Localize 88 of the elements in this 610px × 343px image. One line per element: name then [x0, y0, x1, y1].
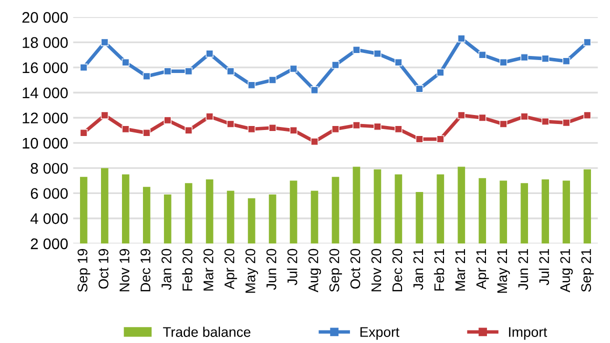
point [416, 85, 424, 93]
point [583, 38, 592, 46]
point [332, 125, 340, 133]
point [542, 54, 550, 62]
point [478, 51, 486, 59]
y-tick-label: 2 000 [30, 238, 68, 250]
x-tick-label: Feb 21 [434, 249, 444, 290]
point [416, 135, 424, 143]
x-tick-label: Aug 20 [308, 248, 321, 292]
point [184, 67, 192, 76]
point [352, 46, 360, 54]
point [520, 112, 528, 120]
x-tick-label: Jul 20 [287, 248, 298, 286]
y-tick-label: 10 000 [22, 138, 68, 149]
point [374, 50, 382, 58]
point [310, 86, 318, 94]
point [290, 64, 298, 73]
point [458, 34, 466, 42]
point [394, 125, 402, 133]
x-tick-label: Apr 21 [476, 249, 489, 290]
x-tick-label: Oct 20 [350, 248, 360, 289]
x-tick-label: Dec 19 [140, 249, 150, 292]
x-tick-label: Sep 19 [78, 249, 90, 292]
point [164, 67, 172, 76]
point [268, 124, 276, 132]
x-tick-label: Jun 20 [266, 248, 276, 290]
x-tick-label: Aug 21 [560, 249, 573, 292]
point [562, 118, 570, 127]
y-tick-label: 18 000 [22, 37, 68, 48]
point [520, 54, 528, 62]
point [248, 81, 256, 89]
y-tick-label: 14 000 [22, 87, 68, 98]
legend-label: Trade balance [163, 326, 250, 337]
x-tick-label: Sep 21 [581, 249, 594, 292]
point [122, 125, 130, 133]
point [122, 58, 130, 66]
point [562, 57, 570, 65]
point [226, 120, 234, 128]
point [248, 125, 256, 133]
point [352, 121, 360, 130]
point [142, 129, 150, 137]
point [184, 126, 192, 134]
point [542, 118, 550, 126]
x-tick-label: Feb 20 [182, 248, 192, 290]
x-tick-label: Oct 19 [98, 249, 108, 289]
x-tick-label: Dec 20 [392, 248, 402, 292]
x-tick-label: Mar 20 [203, 248, 214, 290]
point [332, 61, 340, 69]
x-tick-label: Mar 21 [455, 249, 466, 290]
x-tick-label: Jan 20 [162, 248, 172, 290]
x-tick-label: May 21 [497, 249, 510, 293]
point [226, 67, 234, 76]
x-tick-label: Apr 20 [224, 248, 238, 290]
x-tick-label: Jul 21 [538, 249, 550, 286]
point [290, 126, 298, 134]
point [458, 111, 466, 120]
y-tick-label: 4 000 [30, 213, 68, 224]
point [268, 76, 276, 84]
y-tick-label: 20 000 [22, 12, 68, 23]
point [436, 135, 444, 143]
point [500, 58, 508, 66]
point [80, 129, 88, 137]
point [500, 120, 508, 128]
y-tick-label: 8 000 [30, 162, 68, 174]
point [164, 116, 172, 124]
point [374, 122, 382, 130]
legend-label: Export [360, 327, 400, 340]
point [100, 111, 108, 120]
y-tick-label: 12 000 [22, 112, 68, 124]
point [583, 111, 592, 120]
point [478, 114, 486, 122]
y-tick-label: 16 000 [22, 62, 68, 74]
y-tick-label: 6 000 [30, 188, 68, 199]
x-tick-label: Nov 19 [120, 249, 130, 292]
x-tick-label: Jan 21 [413, 249, 424, 290]
legend-label: Import [509, 327, 548, 340]
point [206, 112, 214, 120]
x-tick-label: Jun 21 [518, 249, 528, 290]
x-tick-label: May 20 [245, 248, 258, 293]
x-tick-label: Sep 20 [329, 248, 342, 292]
point [206, 50, 214, 58]
point [394, 58, 402, 66]
point [310, 138, 318, 146]
point [80, 64, 88, 72]
x-tick-label: Nov 20 [371, 248, 382, 292]
point [142, 72, 150, 80]
point [100, 38, 108, 46]
point [436, 68, 444, 76]
